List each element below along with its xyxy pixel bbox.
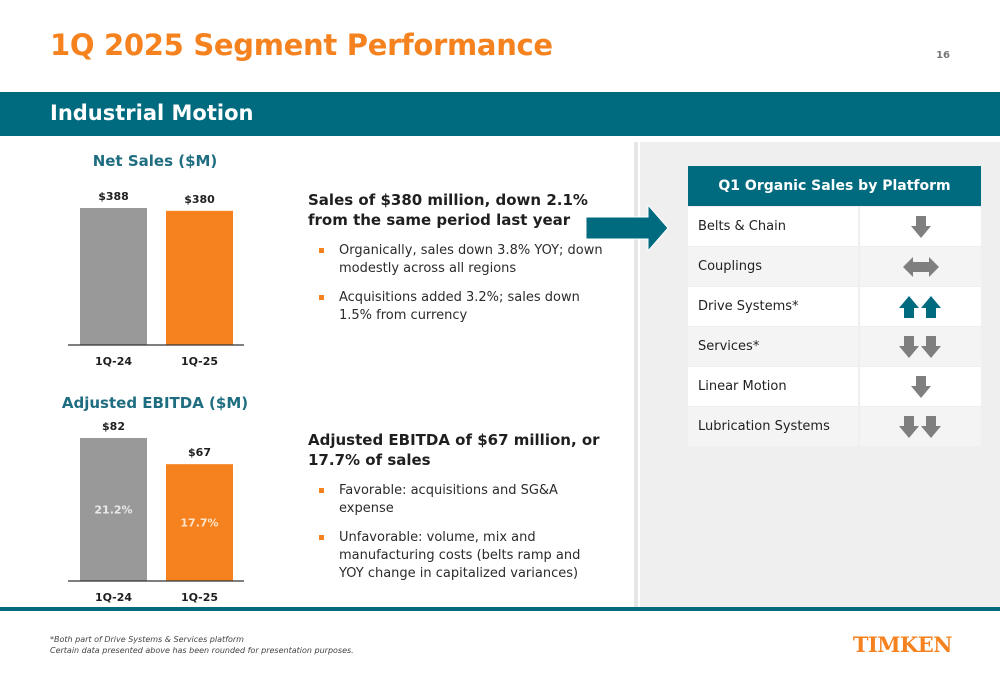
bar-1Q-25 xyxy=(166,210,233,345)
vertical-divider xyxy=(634,142,638,607)
sales-bullet-text: Acquisitions added 3.2%; sales down 1.5%… xyxy=(339,290,580,323)
net-sales-chart-title: Net Sales ($M) xyxy=(92,152,218,170)
sales-bullet: Acquisitions added 3.2%; sales down 1.5%… xyxy=(308,289,608,325)
platform-name: Lubrication Systems xyxy=(688,407,858,446)
platform-row: Lubrication Systems xyxy=(688,406,981,446)
arrow-left-right-icon xyxy=(902,256,939,277)
ebitda-bullet: Favorable: acquisitions and SG&A expense xyxy=(308,482,608,518)
platform-name: Couplings xyxy=(688,247,858,286)
net-sales-chart: $388 1Q-24 $380 1Q-25 xyxy=(60,180,250,370)
ebitda-chart: $82 1Q-24 21.2% $67 1Q-25 17.7% xyxy=(60,420,250,610)
category-label: 1Q-24 xyxy=(95,591,132,604)
ebitda-chart-svg: $82 1Q-24 21.2% $67 1Q-25 17.7% xyxy=(68,420,244,604)
bar-1Q-25 xyxy=(166,464,233,581)
segment-banner: Industrial Motion xyxy=(0,92,1000,136)
platform-table-body: Belts & Chain Couplings Drive Systems* Serv… xyxy=(688,206,981,446)
platform-name: Belts & Chain xyxy=(688,207,858,246)
sales-bullets: Organically, sales down 3.8% YOY; down m… xyxy=(308,242,608,325)
net-sales-chart-svg: $388 1Q-24 $380 1Q-25 xyxy=(68,190,244,368)
sales-summary: Sales of $380 million, down 2.1% from th… xyxy=(308,190,608,336)
ebitda-bullet-text: Favorable: acquisitions and SG&A expense xyxy=(339,483,558,516)
platform-trend xyxy=(858,327,981,366)
ebitda-chart-title: Adjusted EBITDA ($M) xyxy=(61,394,249,412)
bullet-marker xyxy=(319,488,324,493)
bar-1Q-24 xyxy=(80,208,147,345)
arrow-down-icon xyxy=(910,375,931,398)
arrow-right-icon xyxy=(586,205,669,251)
sales-headline: Sales of $380 million, down 2.1% from th… xyxy=(308,191,588,229)
bar-inner-label: 17.7% xyxy=(180,517,218,530)
bar-value-label: $82 xyxy=(102,420,125,433)
category-label: 1Q-25 xyxy=(181,355,218,368)
platform-trend xyxy=(858,367,981,406)
ebitda-bullet: Unfavorable: volume, mix and manufacturi… xyxy=(308,529,608,583)
double-arrow-down-icon xyxy=(898,415,941,438)
ebitda-summary: Adjusted EBITDA of $67 million, or 17.7%… xyxy=(308,430,608,594)
bullet-marker xyxy=(319,248,324,253)
bullet-marker xyxy=(319,295,324,300)
ebitda-bullets: Favorable: acquisitions and SG&A expense… xyxy=(308,482,608,583)
bar-value-label: $380 xyxy=(184,193,215,206)
sales-bullet-text: Organically, sales down 3.8% YOY; down m… xyxy=(339,243,603,276)
page-number: 16 xyxy=(936,50,950,61)
ebitda-headline: Adjusted EBITDA of $67 million, or 17.7%… xyxy=(308,431,600,469)
segment-title: Industrial Motion xyxy=(50,101,254,125)
footnote-line: Certain data presented above has been ro… xyxy=(50,646,354,655)
platform-row: Drive Systems* xyxy=(688,286,981,326)
platform-trend xyxy=(858,207,981,246)
footnotes: *Both part of Drive Systems & Services p… xyxy=(50,634,354,656)
double-arrow-up-icon xyxy=(898,295,941,318)
page-title: 1Q 2025 Segment Performance xyxy=(50,28,553,62)
platform-table: Q1 Organic Sales by Platform Belts & Cha… xyxy=(688,166,981,446)
bar-value-label: $388 xyxy=(98,190,129,203)
platform-row: Belts & Chain xyxy=(688,206,981,246)
sales-bullet: Organically, sales down 3.8% YOY; down m… xyxy=(308,242,608,278)
platform-row: Couplings xyxy=(688,246,981,286)
arrow-down-icon xyxy=(910,215,931,238)
platform-name: Services* xyxy=(688,327,858,366)
footnote-line: *Both part of Drive Systems & Services p… xyxy=(50,635,244,644)
ebitda-bullet-text: Unfavorable: volume, mix and manufacturi… xyxy=(339,530,581,581)
category-label: 1Q-25 xyxy=(181,591,218,604)
platform-table-header: Q1 Organic Sales by Platform xyxy=(688,166,981,206)
bullet-marker xyxy=(319,535,324,540)
bar-value-label: $67 xyxy=(188,446,211,459)
platform-trend xyxy=(858,247,981,286)
bottom-rule xyxy=(0,607,1000,611)
platform-name: Linear Motion xyxy=(688,367,858,406)
timken-logo: TIMKEN xyxy=(852,632,953,657)
platform-name: Drive Systems* xyxy=(688,287,858,326)
platform-row: Services* xyxy=(688,326,981,366)
platform-trend xyxy=(858,287,981,326)
double-arrow-down-icon xyxy=(898,335,941,358)
bar-inner-label: 21.2% xyxy=(94,504,132,517)
platform-trend xyxy=(858,407,981,446)
bar-1Q-24 xyxy=(80,438,147,581)
category-label: 1Q-24 xyxy=(95,355,132,368)
platform-row: Linear Motion xyxy=(688,366,981,406)
